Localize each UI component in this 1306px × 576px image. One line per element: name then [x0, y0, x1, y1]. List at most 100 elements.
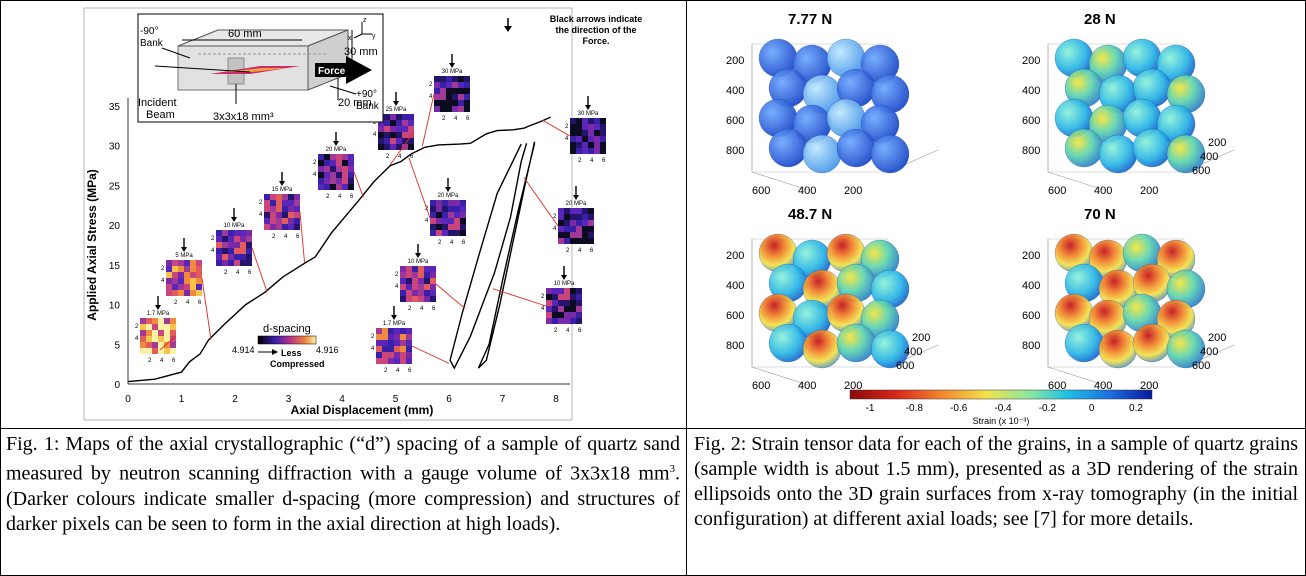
map-pixel — [324, 172, 330, 178]
map-pixel — [384, 132, 390, 138]
map-pixel — [570, 232, 576, 238]
y-tick-label: 200 — [1022, 250, 1040, 262]
column-divider — [686, 0, 687, 576]
map-pixel — [276, 206, 282, 212]
map-pixel — [458, 76, 464, 82]
map-pixel — [158, 348, 164, 354]
map-pixel — [448, 200, 454, 206]
map-pixel — [388, 358, 394, 364]
map-row-tick: 4 — [161, 278, 165, 284]
y-tick-label: 35 — [109, 102, 121, 113]
map-pixel — [402, 138, 408, 144]
map-pixel — [152, 348, 158, 354]
x-tick-label: 6 — [446, 394, 452, 405]
map-pixel — [376, 352, 382, 358]
map-pixel — [406, 272, 412, 278]
map-row-tick: 2 — [259, 200, 263, 206]
map-pixel — [582, 118, 588, 124]
map-pixel — [594, 148, 600, 154]
map-pixel — [452, 88, 458, 94]
figure-2-caption: Fig. 2: Strain tensor data for each of t… — [694, 433, 1298, 530]
map-pixel — [324, 166, 330, 172]
map-stress-label: 15 MPa — [272, 187, 293, 193]
y-tick-label: 600 — [726, 310, 744, 322]
map-pixel — [152, 336, 158, 342]
map-pixel — [216, 254, 222, 260]
map-pixel — [396, 138, 402, 144]
map-pixel — [216, 230, 222, 236]
map-pixel — [448, 218, 454, 224]
map-connector — [299, 211, 305, 263]
unload-loop-2 — [477, 141, 536, 369]
map-col-tick: 2 — [442, 116, 446, 122]
map-pixel — [382, 352, 388, 358]
map-pixel — [382, 346, 388, 352]
load-label: 28 N — [1084, 11, 1116, 28]
map-pixel — [384, 114, 390, 120]
map-pixel — [400, 278, 406, 284]
map-col-tick: 6 — [578, 328, 582, 334]
map-pixel — [564, 306, 570, 312]
strain-colorbar: -1 -0.8 -0.6 -0.4 -0.2 0 0.2 Strain (x 10⁻³) — [849, 389, 1153, 426]
map-pixel — [164, 330, 170, 336]
map-pixel — [234, 248, 240, 254]
map-pixel — [348, 184, 354, 190]
map-pixel — [342, 160, 348, 166]
fig1-axes: 0 1 2 3 4 5 6 7 8 0 5 10 15 20 25 30 35 Axial Displacemen… — [83, 7, 573, 421]
y-tick-label: 800 — [1022, 340, 1040, 352]
force-arrowhead — [231, 217, 237, 222]
svg-text:20 mm: 20 mm — [338, 97, 372, 109]
map-pixel — [216, 242, 222, 248]
figure-1: 0 1 2 3 4 5 6 7 8 0 5 10 15 20 25 30 35 Axial Displacemen… — [83, 7, 642, 421]
map-col-tick: 4 — [590, 158, 594, 164]
map-pixel — [564, 288, 570, 294]
map-pixel — [330, 184, 336, 190]
map-col-tick: 4 — [420, 306, 424, 312]
map-pixel — [234, 260, 240, 266]
map-pixel — [576, 294, 582, 300]
map-pixel — [342, 172, 348, 178]
x-tick-label: 400 — [798, 185, 816, 197]
map-stress-label: 20 MPa — [326, 147, 347, 153]
map-pixel — [240, 248, 246, 254]
map-row-tick: 4 — [373, 132, 377, 138]
map-pixel — [394, 340, 400, 346]
map-pixel — [430, 230, 436, 236]
map-col-tick: 2 — [554, 328, 558, 334]
map-pixel — [184, 272, 190, 278]
d-spacing-map: 1.7 MPa 2 4 2 4 6 — [371, 306, 450, 374]
map-pixel — [396, 120, 402, 126]
map-pixel — [396, 126, 402, 132]
grain-sphere — [870, 329, 910, 369]
map-col-tick: 4 — [454, 116, 458, 122]
map-pixel — [418, 266, 424, 272]
map-pixel — [570, 220, 576, 226]
map-pixel — [576, 220, 582, 226]
map-pixel — [264, 212, 270, 218]
y-tick-label: 600 — [726, 115, 744, 127]
map-pixel — [464, 88, 470, 94]
map-col-tick: 2 — [386, 154, 390, 160]
map-pixel — [570, 118, 576, 124]
map-pixel — [576, 232, 582, 238]
x-tick-label: 8 — [553, 394, 559, 405]
svg-text:z: z — [363, 17, 367, 24]
map-pixel — [264, 206, 270, 212]
map-pixel — [558, 220, 564, 226]
map-pixel — [330, 154, 336, 160]
map-pixel — [178, 284, 184, 290]
map-pixel — [228, 230, 234, 236]
svg-text:3x3x18 mm³: 3x3x18 mm³ — [213, 111, 274, 123]
map-pixel — [594, 124, 600, 130]
map-stress-label: 10 MPa — [408, 259, 429, 265]
map-pixel — [576, 226, 582, 232]
map-row-tick: 2 — [429, 82, 433, 88]
map-pixel — [342, 166, 348, 172]
map-col-tick: 6 — [350, 194, 354, 200]
z-tick-label: 600 — [1192, 360, 1210, 372]
map-pixel — [582, 130, 588, 136]
map-pixel — [588, 124, 594, 130]
map-pixel — [570, 312, 576, 318]
map-pixel — [408, 120, 414, 126]
map-pixel — [336, 172, 342, 178]
